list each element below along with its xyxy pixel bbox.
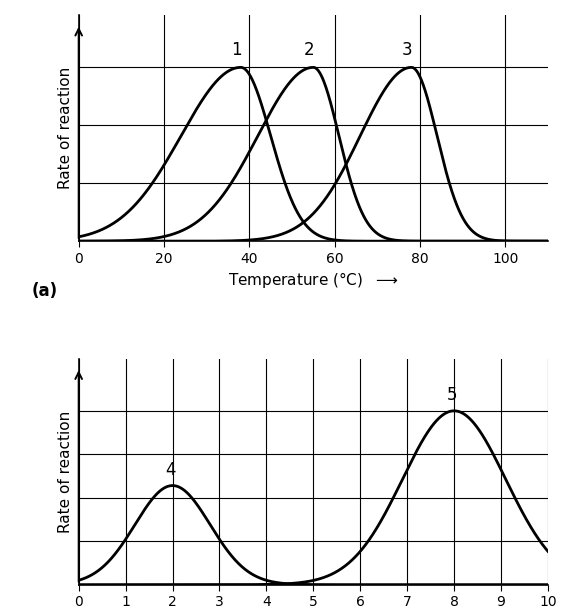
Text: 1: 1 bbox=[231, 41, 242, 58]
Text: 4: 4 bbox=[165, 460, 175, 479]
Text: 5: 5 bbox=[446, 386, 457, 404]
Y-axis label: Rate of reaction: Rate of reaction bbox=[58, 67, 73, 189]
Text: 3: 3 bbox=[402, 41, 413, 58]
Text: 2: 2 bbox=[303, 41, 314, 58]
X-axis label: Temperature (°C)  $\longrightarrow$: Temperature (°C) $\longrightarrow$ bbox=[228, 270, 398, 290]
Y-axis label: Rate of reaction: Rate of reaction bbox=[58, 410, 73, 533]
Text: (a): (a) bbox=[32, 282, 58, 300]
